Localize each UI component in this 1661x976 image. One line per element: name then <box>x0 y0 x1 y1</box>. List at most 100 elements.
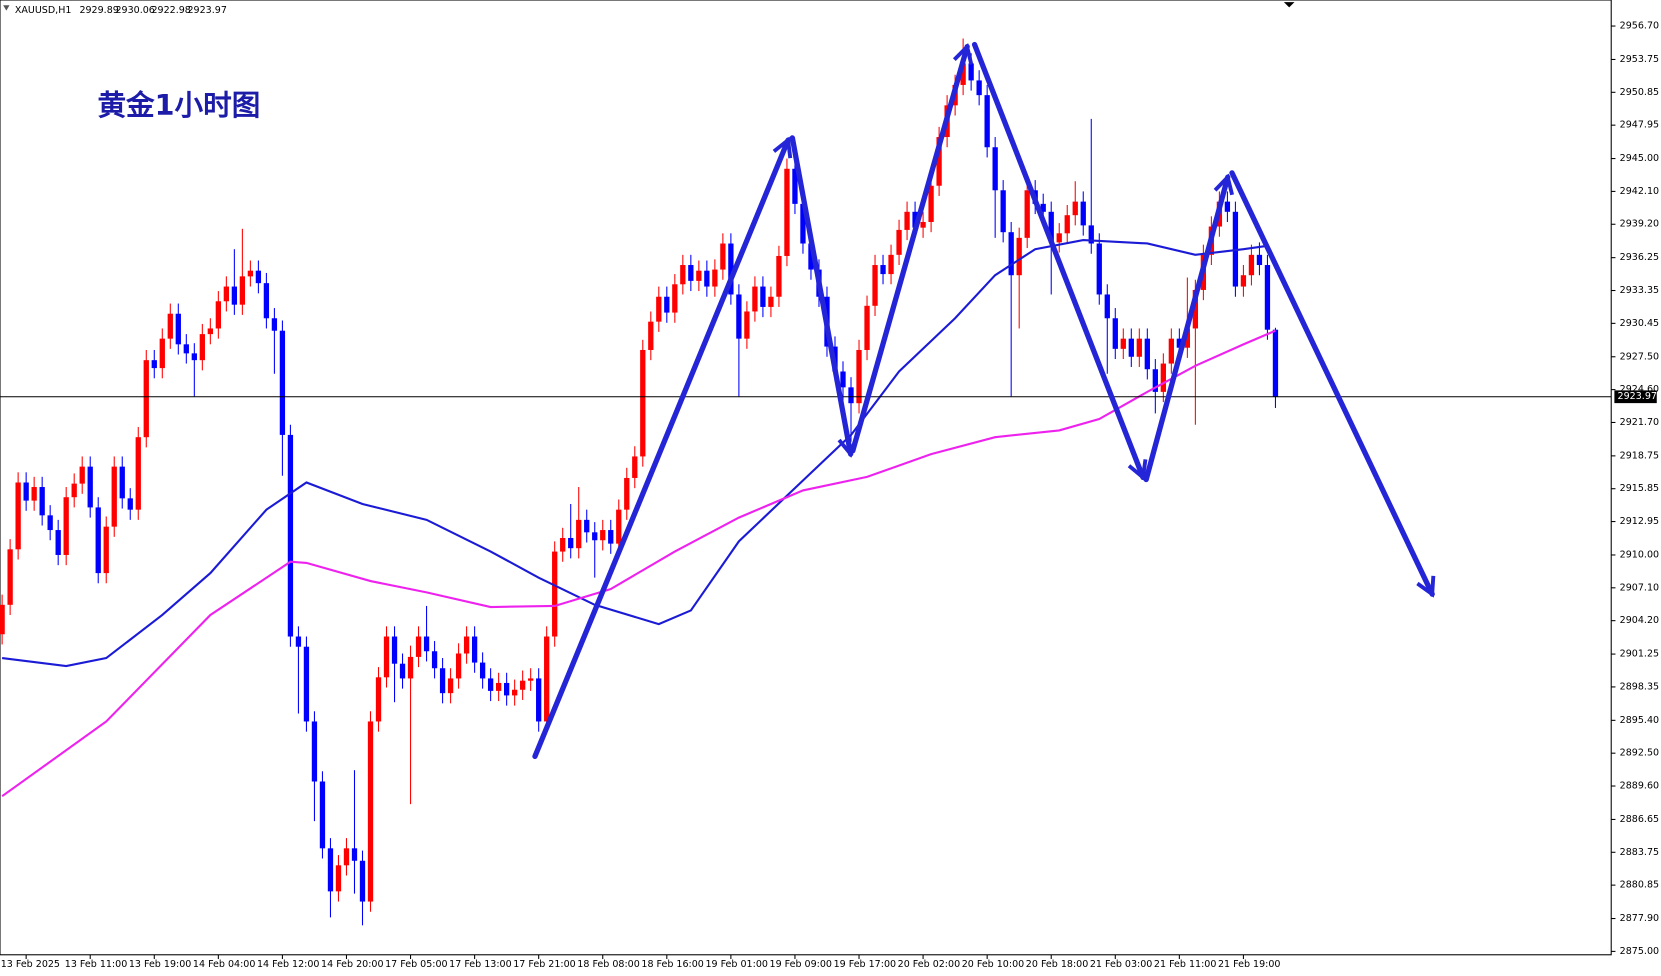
candle-body <box>79 466 85 484</box>
candle-body <box>704 270 710 287</box>
candle-body <box>1008 232 1014 276</box>
candle-body <box>63 497 69 555</box>
candle-body <box>31 487 37 501</box>
candle-body <box>840 371 846 388</box>
candle-body <box>776 255 782 297</box>
candle-body <box>1064 215 1070 234</box>
candle-body <box>391 636 398 664</box>
candle-body <box>359 860 366 902</box>
candle-body <box>640 349 646 457</box>
candle-body <box>119 466 125 499</box>
candle-body <box>151 360 157 369</box>
candle-body <box>1096 243 1102 295</box>
x-tick-label: 17 Feb 13:00 <box>449 959 511 970</box>
candle-body <box>319 781 326 849</box>
candle-body <box>263 283 270 319</box>
symbol: XAUUSD,H1 <box>15 5 72 16</box>
candle-body <box>351 848 358 861</box>
candle-body <box>664 296 670 313</box>
x-tick-label: 14 Feb 04:00 <box>193 959 255 970</box>
candle-body <box>191 353 197 361</box>
y-tick-label: 2930.45 <box>1620 318 1659 329</box>
candle-body <box>600 530 606 541</box>
candle-body <box>1048 211 1054 243</box>
candle-body <box>183 344 189 354</box>
price-label: 2923.97 <box>1618 391 1657 402</box>
header-low: 2922.98 <box>151 5 190 16</box>
candle-body <box>15 482 21 550</box>
candle-body <box>768 296 774 307</box>
candle-body <box>992 147 998 191</box>
candle-body <box>712 269 718 287</box>
candle-body <box>431 651 438 669</box>
candle-body <box>616 509 622 544</box>
candle-body <box>455 653 462 679</box>
candle-body <box>471 636 478 663</box>
candle-body <box>1080 201 1086 226</box>
candle-body <box>271 318 278 331</box>
candle-body <box>608 530 614 544</box>
candle-body <box>520 680 526 690</box>
candle-body <box>880 265 886 275</box>
candle-body <box>1168 338 1174 364</box>
y-tick-label: 2883.75 <box>1620 847 1659 858</box>
x-tick-label: 20 Feb 10:00 <box>962 959 1024 970</box>
y-tick-label: 2880.85 <box>1620 880 1659 891</box>
candle-body <box>1160 363 1166 392</box>
arrow <box>971 41 1143 478</box>
header-open: 2929.89 <box>79 5 118 16</box>
candle-body <box>295 636 302 647</box>
y-tick-label: 2927.50 <box>1620 351 1659 362</box>
candle-body <box>1240 275 1247 287</box>
candle-body <box>1136 338 1142 357</box>
y-tick-label: 2915.85 <box>1620 483 1659 494</box>
x-tick-label: 19 Feb 17:00 <box>834 959 896 970</box>
x-tick-label: 14 Feb 20:00 <box>321 959 383 970</box>
candle-body <box>552 551 558 637</box>
y-tick-label: 2953.75 <box>1620 54 1659 65</box>
candle-body <box>103 526 109 574</box>
candle-body <box>1112 318 1118 349</box>
candle-body <box>632 456 638 478</box>
moving-average <box>1 329 1276 798</box>
y-tick-label: 2895.40 <box>1620 715 1659 726</box>
y-tick-label: 2933.35 <box>1620 285 1659 296</box>
candle-body <box>375 677 382 722</box>
moving-average <box>1 239 1268 668</box>
candle-body <box>1000 190 1006 233</box>
candle-body <box>512 689 518 696</box>
y-tick-label: 2904.20 <box>1620 615 1659 626</box>
candle-body <box>744 311 750 339</box>
candle-body <box>1152 369 1158 392</box>
candle-body <box>648 321 654 350</box>
y-tick-label: 2936.25 <box>1620 252 1659 263</box>
chart-title: 黄金1小时图 <box>97 88 260 122</box>
candle-body <box>1256 254 1263 266</box>
y-tick-label: 2956.70 <box>1620 21 1659 32</box>
candle-body <box>696 270 702 281</box>
header-icon <box>3 5 10 11</box>
y-tick-label: 2898.35 <box>1620 681 1659 692</box>
candle-body <box>279 330 286 435</box>
candle-body <box>1120 338 1126 349</box>
x-tick-label: 17 Feb 05:00 <box>385 959 447 970</box>
candle-body <box>71 483 77 498</box>
candle-body <box>383 636 390 678</box>
candle-body <box>407 656 414 679</box>
candle-body <box>175 313 181 345</box>
candle-body <box>47 515 53 531</box>
arrow <box>1143 177 1228 483</box>
y-tick-label: 2907.10 <box>1620 582 1659 593</box>
y-tick-label: 2942.10 <box>1620 186 1659 197</box>
arrow <box>1229 170 1432 594</box>
candle-body <box>1224 201 1231 212</box>
candle-body <box>656 296 662 322</box>
candle-body <box>960 63 966 85</box>
candle-body <box>792 168 798 204</box>
candle-body <box>287 434 294 637</box>
x-tick-label: 21 Feb 03:00 <box>1090 959 1152 970</box>
candle-body <box>223 286 230 302</box>
x-tick-label: 19 Feb 09:00 <box>770 959 832 970</box>
